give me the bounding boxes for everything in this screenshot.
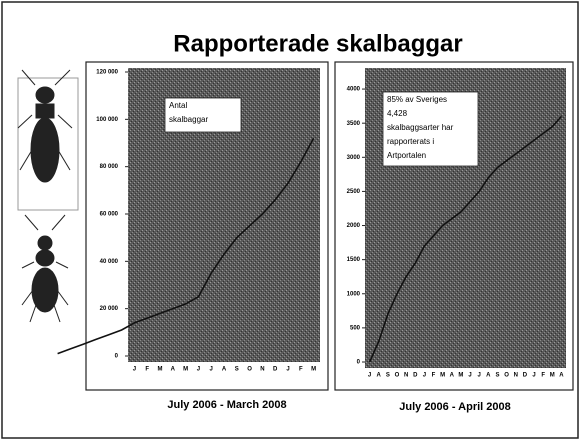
x-tick-label: F: [432, 373, 436, 379]
y-tick-label: 3000: [347, 155, 361, 161]
y-tick-label: 4000: [347, 87, 361, 93]
annotation-text: Antal: [169, 101, 187, 110]
chart-caption: July 2006 - April 2008: [399, 401, 511, 413]
slide: Rapporterade skalbaggar 020 00040 00060 …: [0, 0, 581, 442]
y-tick-label: 1000: [347, 291, 361, 297]
x-tick-label: A: [450, 373, 455, 379]
x-tick-label: F: [541, 373, 545, 379]
x-tick-label: M: [440, 373, 445, 379]
x-tick-label: J: [368, 373, 371, 379]
y-tick-label: 20 000: [100, 306, 119, 312]
x-tick-label: M: [158, 367, 163, 373]
x-tick-label: J: [478, 373, 481, 379]
x-tick-label: J: [532, 373, 535, 379]
x-tick-label: F: [299, 367, 303, 373]
x-tick-label: J: [210, 367, 213, 373]
y-tick-label: 60 000: [100, 212, 119, 218]
x-tick-label: M: [311, 367, 316, 373]
x-tick-label: A: [171, 367, 176, 373]
y-tick-label: 40 000: [100, 259, 119, 265]
x-tick-label: D: [523, 373, 528, 379]
x-tick-label: J: [423, 373, 426, 379]
y-tick-label: 2000: [347, 223, 361, 229]
annotation-text: skalbaggsarter har: [387, 123, 454, 132]
y-tick-label: 2500: [347, 189, 361, 195]
x-tick-label: N: [514, 373, 518, 379]
x-tick-label: O: [247, 367, 252, 373]
x-tick-label: J: [468, 373, 471, 379]
annotation-text: rapporterats i: [387, 137, 434, 146]
x-tick-label: S: [235, 367, 239, 373]
annotation-text: Artportalen: [387, 151, 426, 160]
x-tick-label: J: [133, 367, 136, 373]
annotation-text: 85% av Sveriges: [387, 95, 447, 104]
x-tick-label: M: [550, 373, 555, 379]
x-tick-label: M: [458, 373, 463, 379]
x-tick-label: A: [222, 367, 227, 373]
x-tick-label: A: [486, 373, 491, 379]
y-tick-label: 1500: [347, 257, 361, 263]
x-tick-label: J: [197, 367, 200, 373]
x-tick-label: J: [286, 367, 289, 373]
x-tick-label: S: [495, 373, 499, 379]
y-tick-label: 500: [350, 325, 361, 331]
y-tick-label: 120 000: [96, 70, 118, 76]
x-tick-label: N: [404, 373, 408, 379]
slide-title: Rapporterade skalbaggar: [173, 30, 462, 57]
y-tick-label: 80 000: [100, 164, 119, 170]
x-tick-label: O: [504, 373, 509, 379]
x-tick-label: M: [183, 367, 188, 373]
x-tick-label: D: [413, 373, 418, 379]
x-tick-label: D: [273, 367, 278, 373]
x-tick-label: A: [559, 373, 564, 379]
x-tick-label: N: [260, 367, 264, 373]
x-tick-label: A: [377, 373, 382, 379]
annotation-text: skalbaggar: [169, 115, 208, 124]
x-tick-label: S: [386, 373, 390, 379]
y-tick-label: 3500: [347, 121, 361, 127]
y-tick-label: 100 000: [96, 117, 118, 123]
x-tick-label: O: [395, 373, 400, 379]
x-tick-label: F: [145, 367, 149, 373]
chart-caption: July 2006 - March 2008: [167, 399, 286, 411]
annotation-text: 4,428: [387, 109, 408, 118]
